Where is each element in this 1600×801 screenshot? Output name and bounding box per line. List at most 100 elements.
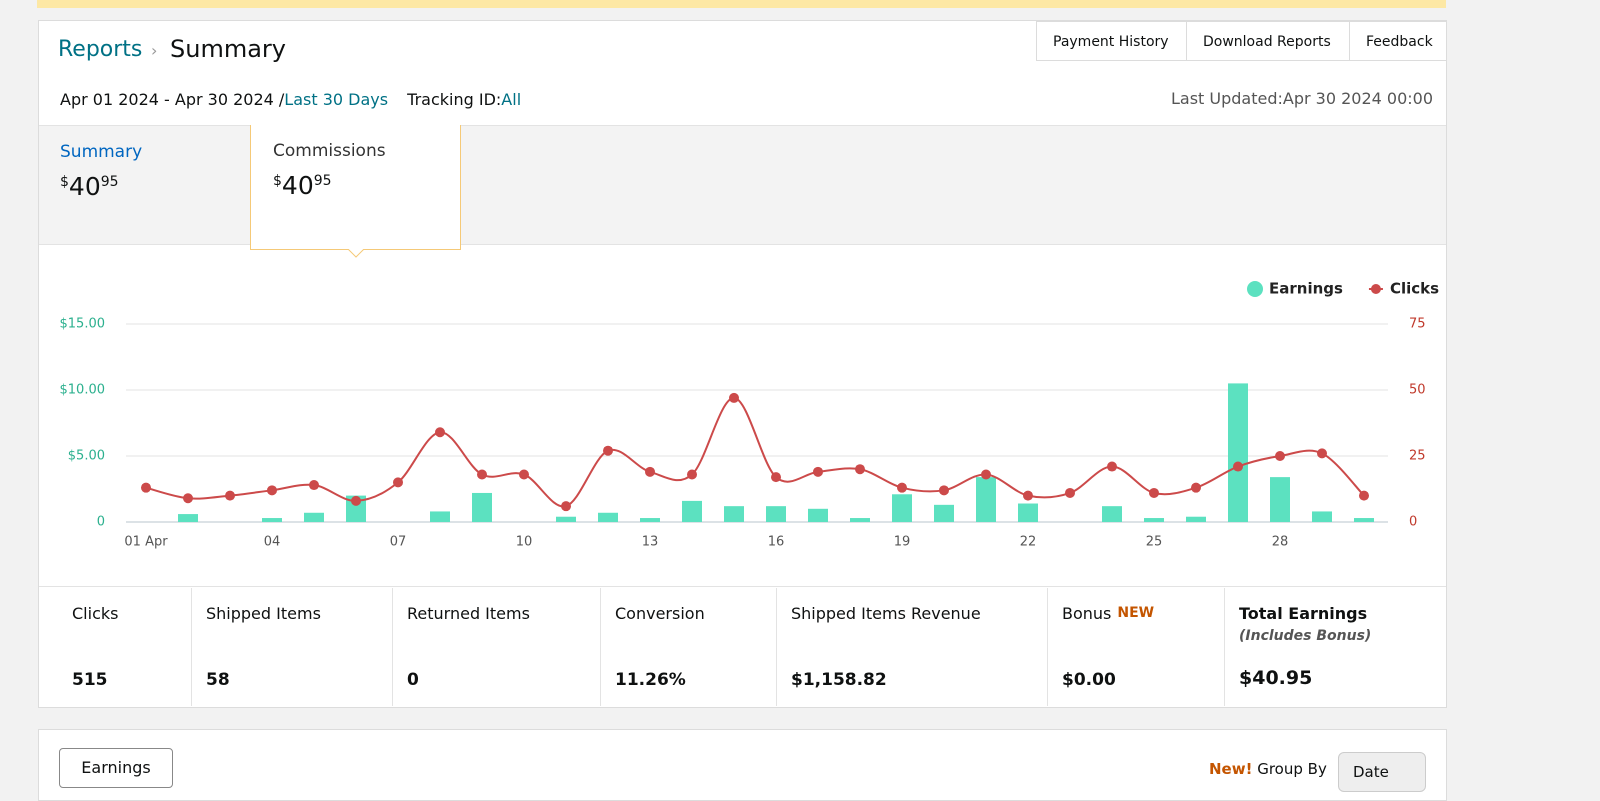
point: [351, 495, 361, 506]
bar: [724, 506, 744, 522]
stat-label-text: Shipped Items Revenue: [791, 604, 981, 623]
stat-label-text: Total Earnings: [1239, 604, 1368, 623]
tab-amount: $4095: [273, 171, 386, 200]
bar: [598, 512, 618, 522]
tracking-label: Tracking ID:: [407, 90, 502, 109]
feedback-button[interactable]: Feedback: [1349, 21, 1447, 61]
divider: [39, 586, 1446, 587]
payment-history-button[interactable]: Payment History: [1036, 21, 1187, 61]
point: [1317, 448, 1327, 459]
earnings-button[interactable]: Earnings: [59, 748, 173, 788]
point: [813, 466, 823, 477]
point: [1359, 490, 1369, 501]
bar: [766, 506, 786, 522]
x-tick-label: 04: [264, 535, 281, 550]
notice-strip: [37, 0, 1446, 8]
bar: [1186, 516, 1206, 522]
stat-cell: Bonus NEW $0.00: [1047, 588, 1224, 706]
point: [561, 501, 571, 512]
bar: [1354, 518, 1374, 522]
stat-label-text: Returned Items: [407, 604, 530, 623]
x-tick-label: 13: [642, 535, 659, 550]
bar: [934, 504, 954, 522]
stat-label-text: Conversion: [615, 604, 705, 623]
bar: [346, 495, 366, 522]
tab-label: Commissions: [273, 141, 386, 161]
commissions-tab[interactable]: Commissions $4095: [250, 125, 461, 250]
tab-pointer: [348, 249, 364, 258]
summary-tab[interactable]: Summary $4095: [60, 142, 142, 201]
last-updated: Last Updated:Apr 30 2024 00:00: [1171, 89, 1433, 108]
point: [1233, 461, 1243, 472]
new-badge: NEW: [1117, 605, 1155, 621]
stat-value: $1,158.82: [791, 670, 887, 690]
point: [183, 493, 193, 504]
bar: [178, 514, 198, 522]
stat-cell: Returned Items 0: [392, 588, 600, 706]
stat-value: $0.00: [1062, 670, 1116, 690]
point: [267, 485, 277, 496]
bar: [1102, 506, 1122, 522]
y2-tick-label: 25: [1409, 449, 1426, 464]
bar: [640, 518, 660, 522]
point: [855, 464, 865, 475]
y-tick-label: 0: [97, 515, 105, 530]
bar: [808, 508, 828, 522]
point: [225, 490, 235, 501]
download-reports-button[interactable]: Download Reports: [1186, 21, 1350, 61]
stat-cell: Shipped Items Revenue $1,158.82: [776, 588, 1047, 706]
period-link[interactable]: Last 30 Days: [284, 90, 389, 109]
bar: [1312, 511, 1332, 522]
stat-cell: Clicks 515: [39, 588, 191, 706]
stat-label-text: Shipped Items: [206, 604, 321, 623]
y2-tick-label: 75: [1409, 317, 1426, 332]
whole: 40: [68, 172, 101, 201]
chart: 0 $5.00 $10.00 $15.00 0 25 50 75 01 Apr 04 07 10 13 1…: [60, 280, 1440, 550]
bar: [472, 492, 492, 522]
point: [1023, 490, 1033, 501]
cents: 95: [313, 173, 332, 189]
point: [687, 469, 697, 480]
point: [519, 469, 529, 480]
last-updated-label: Last Updated:: [1170, 89, 1283, 108]
point: [435, 427, 445, 438]
tab-amount: $4095: [60, 172, 142, 201]
y-tick-label: $15.00: [60, 317, 106, 332]
bottom-card: Earnings New! Group By Date: [38, 729, 1447, 801]
stat-value: 0: [407, 670, 419, 690]
currency: $: [60, 174, 69, 190]
y2-tick-label: 50: [1409, 383, 1426, 398]
point: [645, 466, 655, 477]
stat-label: Returned Items: [407, 604, 530, 623]
bar: [304, 512, 324, 522]
stat-label: Shipped Items: [206, 604, 321, 623]
bar: [682, 500, 702, 522]
stat-cell: Conversion 11.26%: [600, 588, 776, 706]
point: [141, 482, 151, 493]
point: [1149, 487, 1159, 498]
breadcrumb[interactable]: Reports: [58, 37, 143, 62]
bar: [1270, 477, 1290, 522]
x-tick-label: 28: [1272, 535, 1289, 550]
x-tick-label: 07: [390, 535, 407, 550]
stat-label: Bonus NEW: [1062, 604, 1154, 623]
page-title: Summary: [170, 35, 286, 63]
stat-value: 515: [72, 670, 108, 690]
line: [145, 396, 1365, 508]
stat-cell: Total Earnings (Includes Bonus) $40.95: [1224, 588, 1446, 706]
point: [603, 445, 613, 456]
stat-label-text: Clicks: [72, 604, 119, 623]
group-by-label: Group By: [1257, 760, 1327, 778]
stat-value: 58: [206, 670, 230, 690]
x-tick-label: 01 Apr: [124, 535, 168, 550]
bar: [430, 511, 450, 522]
point: [981, 469, 991, 480]
point: [939, 485, 949, 496]
bar: [1228, 383, 1248, 522]
tracking-link[interactable]: All: [501, 90, 522, 109]
bar: [976, 477, 996, 522]
group-by-select[interactable]: Date: [1338, 752, 1426, 792]
whole: 40: [281, 171, 314, 200]
bar: [1144, 518, 1164, 522]
